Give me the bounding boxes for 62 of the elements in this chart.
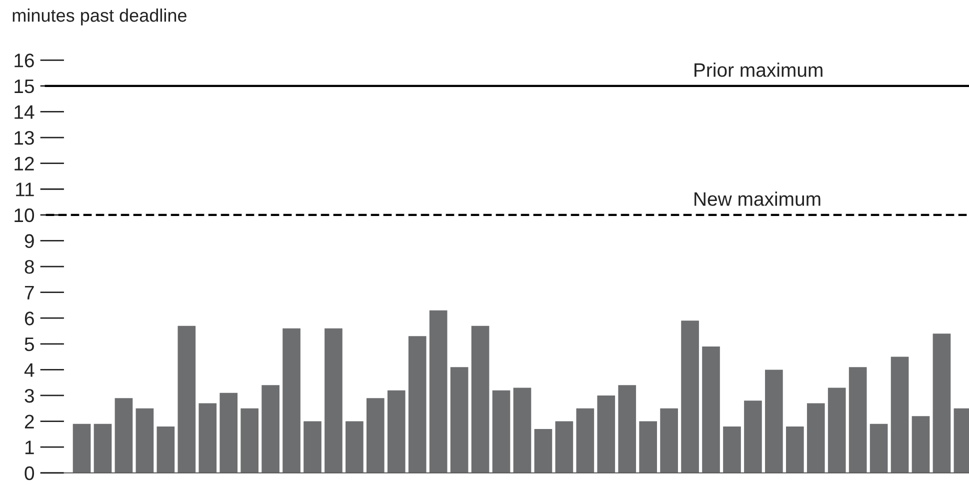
bar bbox=[366, 398, 384, 473]
y-axis-title: minutes past deadline bbox=[12, 8, 186, 26]
bar bbox=[932, 334, 951, 473]
y-tick-label: 11 bbox=[16, 182, 34, 196]
ref-line-label: New maximum bbox=[694, 192, 820, 206]
bar bbox=[618, 385, 636, 473]
y-tick-label: 2 bbox=[24, 414, 34, 428]
bar bbox=[156, 426, 175, 473]
y-tick-label: 0 bbox=[24, 466, 34, 480]
bar bbox=[387, 390, 406, 473]
bar bbox=[597, 395, 616, 473]
y-tick-label: 6 bbox=[24, 312, 34, 326]
bar bbox=[429, 310, 448, 473]
y-tick-label: 8 bbox=[24, 260, 34, 274]
bar bbox=[576, 408, 594, 473]
bar bbox=[492, 390, 510, 473]
bar bbox=[304, 421, 322, 473]
bar bbox=[262, 385, 280, 473]
bar bbox=[198, 403, 217, 473]
bar bbox=[848, 367, 867, 473]
bar bbox=[870, 424, 888, 473]
bar bbox=[136, 408, 154, 473]
bar bbox=[220, 392, 238, 473]
y-tick-label: 12 bbox=[14, 156, 34, 170]
bar bbox=[702, 346, 720, 473]
y-tick-label: 9 bbox=[24, 234, 34, 248]
bar bbox=[555, 421, 574, 473]
bar bbox=[346, 421, 364, 473]
bar bbox=[912, 416, 930, 473]
y-tick-label: 5 bbox=[24, 338, 34, 352]
y-tick-label: 16 bbox=[14, 54, 34, 68]
bar bbox=[240, 408, 258, 473]
bar bbox=[324, 328, 342, 473]
bar bbox=[681, 320, 699, 473]
bar bbox=[723, 426, 741, 473]
bar bbox=[178, 326, 196, 473]
bar bbox=[72, 424, 91, 473]
y-tick-label: 1 bbox=[25, 440, 34, 454]
bar bbox=[660, 408, 678, 473]
ref-line-label: Prior maximum bbox=[694, 62, 822, 77]
bar bbox=[114, 398, 133, 473]
bar bbox=[639, 421, 658, 473]
bar bbox=[94, 424, 112, 473]
bar bbox=[513, 388, 532, 473]
bar bbox=[408, 336, 426, 473]
bar bbox=[282, 328, 300, 473]
y-tick-label: 4 bbox=[24, 363, 34, 377]
bar bbox=[744, 400, 762, 473]
y-tick-label: 14 bbox=[14, 105, 34, 119]
bar bbox=[828, 388, 846, 473]
bar bbox=[890, 356, 909, 473]
y-tick-label: 7 bbox=[24, 286, 34, 300]
y-tick-label: 10 bbox=[14, 208, 34, 222]
bar bbox=[786, 426, 804, 473]
bar bbox=[450, 367, 468, 473]
bar bbox=[471, 326, 490, 473]
bar bbox=[765, 370, 783, 473]
bar bbox=[806, 403, 825, 473]
y-tick-label: 15 bbox=[14, 80, 34, 94]
y-tick-label: 13 bbox=[14, 130, 34, 145]
y-tick-label: 3 bbox=[24, 388, 34, 403]
bar bbox=[534, 429, 552, 473]
